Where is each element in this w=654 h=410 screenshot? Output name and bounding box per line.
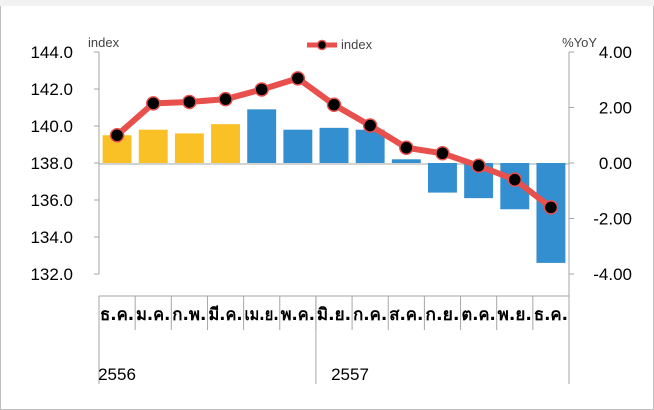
- category-label: พ.ค.: [281, 305, 315, 325]
- category-label: เม.ย.: [245, 305, 279, 325]
- category-label: ส.ค.: [389, 305, 423, 325]
- index-point-10: [435, 146, 450, 161]
- index-point-11: [471, 158, 486, 174]
- year-label: 2557: [331, 365, 369, 384]
- left-axis-ticks: 144.0 142.0 140.0 138.0 136.0 134.0 132.0: [30, 43, 99, 284]
- bar-7: [319, 127, 349, 163]
- legend-marker-swatch: [316, 39, 328, 51]
- left-axis-label: index: [88, 35, 120, 50]
- index-point-6: [290, 71, 306, 86]
- left-tick-label: 134.0: [30, 228, 73, 247]
- category-label: ก.ค.: [353, 305, 387, 325]
- bar-3: [174, 133, 204, 163]
- right-tick-label: 0.00: [599, 154, 632, 173]
- right-axis-ticks: 4.00 2.00 0.00 -2.00 -4.00: [569, 43, 632, 284]
- index-point-5: [254, 82, 269, 97]
- index-point-2: [145, 96, 161, 111]
- left-tick-label: 136.0: [30, 191, 73, 210]
- bar-5: [247, 109, 277, 163]
- index-point-1: [109, 128, 125, 143]
- index-point-4: [218, 91, 233, 107]
- bar-10: [428, 163, 457, 193]
- index-point-8: [362, 118, 378, 133]
- category-label: ธ.ค.: [534, 305, 568, 325]
- legend: index: [307, 37, 373, 52]
- left-tick-label: 144.0: [30, 43, 73, 62]
- index-point-13: [543, 200, 559, 215]
- year-labels: 2556 2557: [98, 365, 369, 384]
- category-label: มิ.ย.: [317, 305, 351, 325]
- year-label: 2556: [98, 365, 136, 384]
- category-label: ก.พ.: [172, 305, 206, 325]
- right-tick-label: 2.00: [599, 99, 632, 118]
- left-tick-label: 140.0: [30, 117, 73, 136]
- right-tick-label: 4.00: [599, 43, 632, 62]
- bar-2: [138, 129, 168, 163]
- bar-6: [283, 129, 313, 163]
- index-point-9: [399, 140, 414, 155]
- left-tick-label: 132.0: [30, 265, 73, 284]
- index-point-3: [182, 94, 197, 110]
- bar-9: [391, 159, 421, 163]
- category-label: ม.ค.: [136, 305, 170, 325]
- category-dividers: [98, 296, 570, 384]
- bars: [102, 109, 566, 263]
- category-label: ก.ย.: [425, 305, 459, 325]
- right-axis-label: %YoY: [562, 35, 597, 50]
- right-tick-label: -2.00: [593, 210, 632, 229]
- left-tick-label: 138.0: [30, 154, 73, 173]
- legend-label: index: [341, 37, 373, 52]
- category-labels: ธ.ค. ม.ค. ก.พ. มี.ค. เม.ย. พ.ค. มิ.ย. ก.ค. ส.ค. ก…: [100, 304, 568, 325]
- bar-8: [355, 129, 385, 163]
- bar-4: [211, 124, 240, 163]
- index-markers: [109, 71, 559, 215]
- category-label: มี.ค.: [208, 304, 242, 325]
- category-label: ต.ค.: [462, 305, 496, 325]
- index-point-7: [326, 97, 342, 112]
- right-tick-label: -4.00: [593, 265, 632, 284]
- index-point-12: [507, 172, 523, 187]
- left-tick-label: 142.0: [30, 80, 73, 99]
- category-label: ธ.ค.: [100, 305, 134, 325]
- category-label: พ.ย.: [498, 305, 532, 325]
- top-strip: [0, 0, 654, 6]
